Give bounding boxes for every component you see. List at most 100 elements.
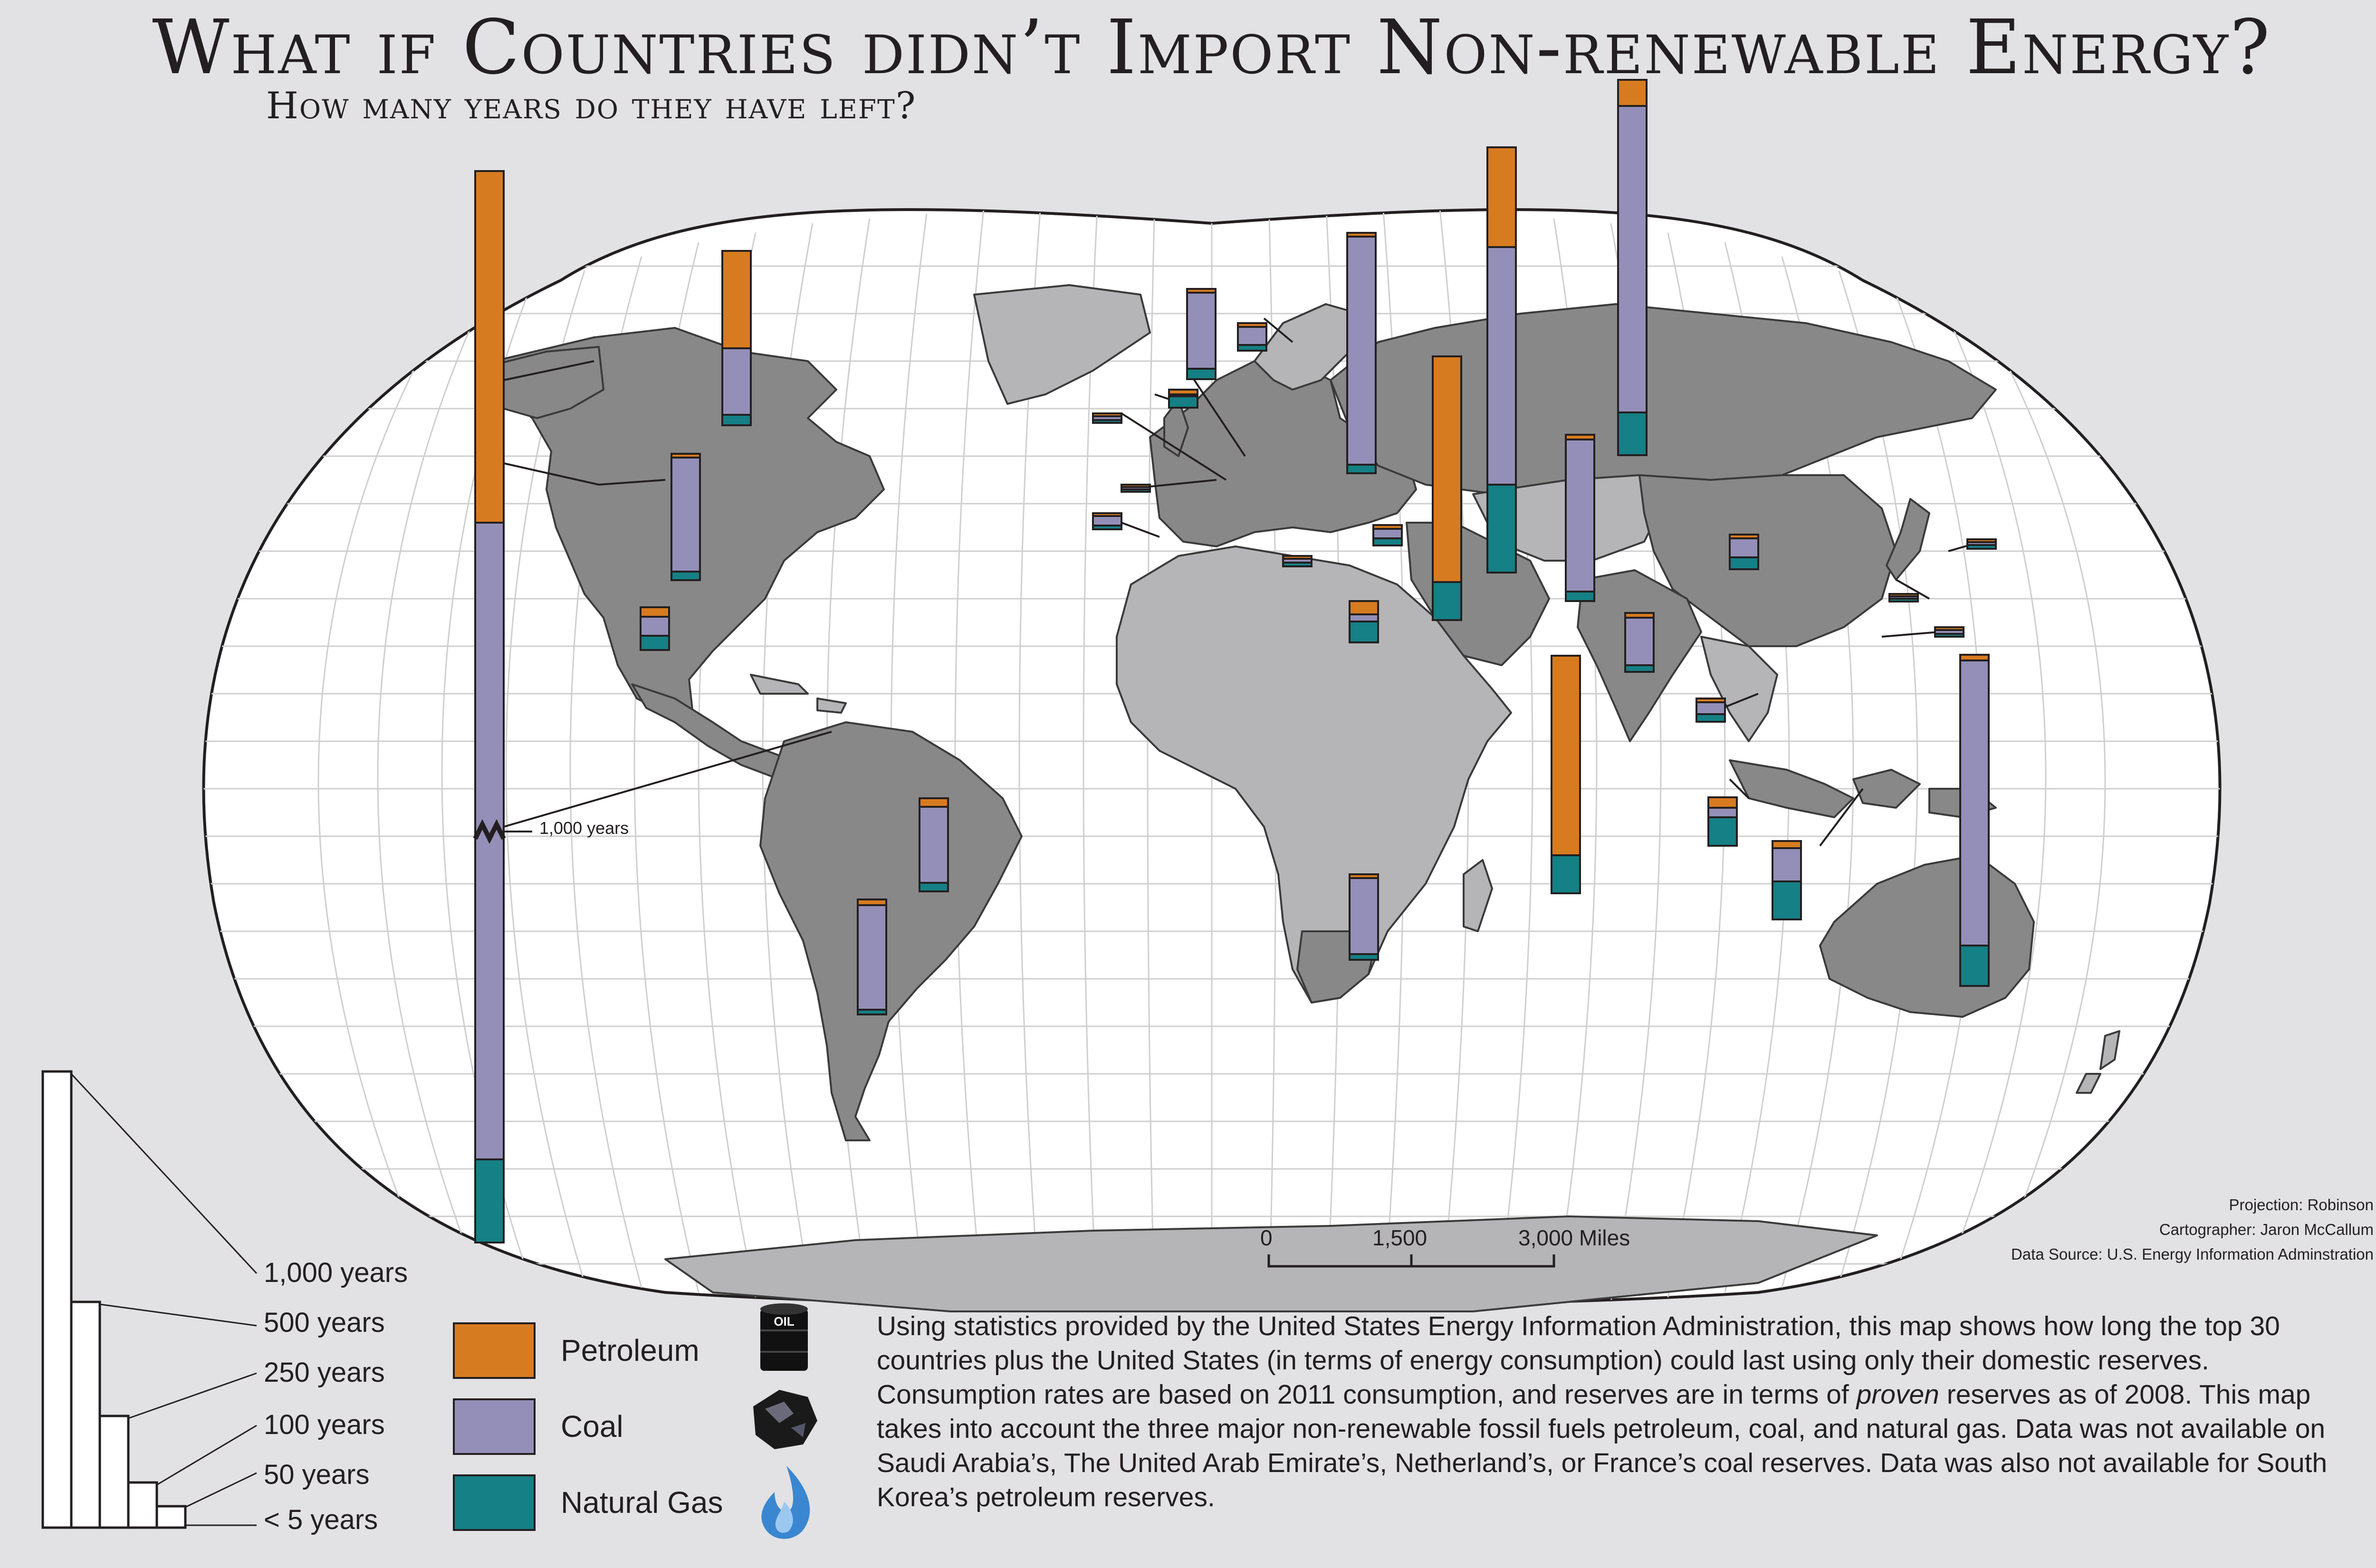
bar-12-natural-gas-segment (1237, 344, 1267, 352)
bar-24-natural-gas-segment (1696, 713, 1726, 723)
bar-17-natural-gas-segment (1346, 464, 1377, 474)
bar-break-label: 1,000 years (539, 818, 629, 838)
size-scale-label-500: 500 years (264, 1307, 385, 1338)
size-scale-label-250: 250 years (264, 1357, 385, 1388)
size-scale-label-5: < 5 years (264, 1504, 378, 1535)
legend-swatch-petroleum (453, 1322, 536, 1379)
map-credits: Projection: Robinson Cartographer: Jaron… (2011, 1193, 2374, 1267)
bar-8-coal-segment (1092, 515, 1122, 526)
bar-27-coal-segment (1772, 847, 1802, 882)
projection-credit: Projection: Robinson (2229, 1196, 2374, 1214)
leader-lines (503, 317, 1982, 847)
greenland-landmass (973, 284, 1151, 405)
size-scale-leaders (70, 1073, 258, 1526)
gas-flame-icon (761, 1466, 810, 1539)
bar-11-coal-segment (1186, 292, 1217, 370)
stacked-bars (474, 79, 1997, 1243)
bar-16-coal-segment (1372, 528, 1403, 539)
bar-30-natural-gas-segment (1966, 544, 1997, 550)
svg-text:OIL: OIL (774, 1314, 794, 1329)
bar-7-natural-gas-segment (1092, 419, 1122, 424)
size-scale-label-100: 100 years (264, 1409, 385, 1440)
bar-4-natural-gas-segment (640, 635, 670, 651)
map-title: What if Countries didn’t Import Non-rene… (152, 4, 2271, 91)
bar-27-petroleum-segment (1772, 840, 1802, 849)
bar-23-coal-segment (1624, 617, 1655, 666)
africa-landmass (1116, 545, 1512, 1004)
bar-14-natural-gas-segment (1349, 621, 1379, 643)
bar-21-natural-gas-segment (1617, 411, 1648, 456)
bar-3-natural-gas-segment (671, 571, 701, 581)
size-scale-label-50: 50 years (264, 1459, 370, 1490)
southeast-asia-landmass (1700, 636, 1778, 742)
bar-15-natural-gas-segment (1349, 953, 1379, 961)
bar-26-natural-gas-segment (1707, 816, 1738, 847)
bar-31-coal-segment (1959, 660, 1990, 947)
bar-17-coal-segment (1346, 236, 1377, 466)
bar-18-natural-gas-segment (1432, 581, 1462, 621)
size-scale-graphic (41, 1070, 187, 1529)
bar-25-natural-gas-segment (1729, 556, 1759, 570)
bar-6-coal-segment (857, 904, 887, 1011)
bar-28-natural-gas-segment (1888, 598, 1919, 602)
antarctica-landmass (664, 1215, 1878, 1312)
oil-barrel-icon: OIL (760, 1303, 808, 1371)
map-subtitle: How many years do they have left? (266, 85, 917, 127)
bar-4-petroleum-segment (640, 606, 670, 618)
bar-25-coal-segment (1729, 537, 1759, 558)
bar-21-coal-segment (1617, 105, 1648, 413)
bar-16-natural-gas-segment (1372, 537, 1403, 546)
bar-10-natural-gas-segment (1168, 395, 1198, 409)
scale-bar-tick-3000: 3,000 Miles (1518, 1225, 1630, 1250)
bar-22-petroleum-segment (1551, 655, 1581, 856)
bar-14-petroleum-segment (1349, 600, 1379, 615)
bar-2-petroleum-segment (721, 250, 752, 349)
size-scale-label-1000: 1,000 years (264, 1257, 408, 1288)
bar-break-symbol (473, 819, 506, 844)
bar-15-coal-segment (1349, 877, 1379, 955)
cartographer-credit: Cartographer: Jaron McCallum (2159, 1221, 2374, 1238)
bar-14-coal-segment (1349, 613, 1379, 622)
bar-26-coal-segment (1707, 807, 1738, 818)
caribbean-islands (750, 674, 847, 714)
bar-29-natural-gas-segment (1934, 633, 1964, 638)
description-text: Using statistics provided by the United … (877, 1309, 2374, 1514)
bar-21-petroleum-segment (1617, 79, 1648, 107)
scale-bar-tick-1500: 1,500 (1372, 1225, 1428, 1250)
bar-8-natural-gas-segment (1092, 525, 1122, 530)
bar-9-natural-gas-segment (1121, 488, 1151, 493)
bar-4-coal-segment (640, 616, 670, 637)
bar-5-petroleum-segment (919, 797, 949, 808)
legend-label-natural-gas: Natural Gas (561, 1485, 723, 1520)
bar-23-natural-gas-segment (1624, 664, 1655, 673)
bar-13-natural-gas-segment (1282, 562, 1313, 567)
bar-1-petroleum-segment (474, 170, 505, 524)
bar-31-natural-gas-segment (1959, 945, 1990, 987)
bar-5-natural-gas-segment (919, 882, 949, 892)
scale-bar (1267, 1254, 1555, 1268)
bar-5-coal-segment (919, 806, 949, 884)
coal-lump-icon (753, 1390, 817, 1449)
bar-24-coal-segment (1696, 701, 1726, 715)
bar-11-natural-gas-segment (1186, 368, 1217, 380)
description-emphasis: proven (1856, 1379, 1939, 1410)
legend-label-coal: Coal (561, 1409, 623, 1444)
bar-19-petroleum-segment (1486, 146, 1517, 248)
madagascar-landmass (1463, 859, 1493, 932)
china-landmass (1638, 474, 1897, 647)
legend-swatch-coal (453, 1398, 536, 1455)
bar-3-coal-segment (671, 457, 701, 573)
new-zealand-landmass (2076, 1030, 2120, 1094)
south-america-landmass (759, 721, 1023, 1141)
description-part-1: Using statistics provided by the United … (877, 1311, 2280, 1410)
bar-20-natural-gas-segment (1565, 591, 1595, 602)
bar-18-petroleum-segment (1432, 355, 1462, 583)
data-source-credit: Data Source: U.S. Energy Information Adm… (2011, 1245, 2374, 1263)
bar-20-coal-segment (1565, 439, 1595, 593)
bar-12-coal-segment (1237, 326, 1267, 346)
bar-1-natural-gas-segment (474, 1158, 505, 1243)
bar-26-petroleum-segment (1707, 796, 1738, 809)
bar-22-natural-gas-segment (1551, 854, 1581, 894)
bar-2-natural-gas-segment (721, 414, 752, 426)
